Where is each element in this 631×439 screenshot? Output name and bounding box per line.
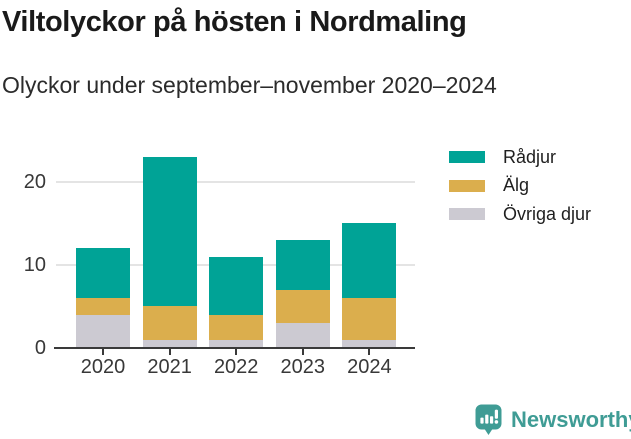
x-tick-label-2024: 2024 [347,356,392,378]
bar-segment-2023--vriga-djur [275,323,330,348]
chart-subtitle: Olyckor under september–november 2020–20… [2,72,497,98]
legend-swatch-radjur [449,151,485,163]
legend: Rådjur Älg Övriga djur [449,146,591,225]
bar-segment-2024--lg [342,298,397,340]
bar-segment-2023-r-djur [275,239,330,290]
x-tick-2023 [301,349,304,355]
bar-segment-2020--vriga-djur [76,314,130,348]
bar-segment-2024--vriga-djur [342,339,397,348]
bar-segment-2024-r-djur [342,223,397,299]
x-tick-2020 [102,349,104,355]
legend-item-alg: Älg [449,175,591,197]
legend-swatch-ovriga-djur [449,208,485,220]
legend-swatch-alg [449,179,485,192]
x-tick-label-2021: 2021 [147,356,192,378]
bar-segment-2020--lg [76,298,130,315]
legend-label-ovriga-djur: Övriga djur [503,203,592,224]
legend-item-radjur: Rådjur [449,146,591,168]
plot-area [56,140,415,348]
x-axis-line [54,347,415,349]
bar-segment-2021--lg [142,306,197,340]
bar-segment-2021--vriga-djur [142,339,197,348]
x-tick-2024 [368,349,371,355]
x-tick-2021 [168,349,171,355]
bar-segment-2021-r-djur [142,156,197,307]
bar-segment-2023--lg [275,289,330,324]
newsworthy-logo-icon [475,404,502,435]
brand-footer[interactable]: Newsworthy [475,404,631,436]
bar-segment-2020-r-djur [76,248,130,299]
legend-label-radjur: Rådjur [503,146,557,167]
legend-label-alg: Älg [503,175,530,195]
bar-segment-2022-r-djur [209,256,264,315]
bar-segment-2022--lg [209,314,264,340]
legend-item-ovriga-djur: Övriga djur [449,203,591,225]
x-tick-label-2022: 2022 [213,356,259,378]
y-tick-label-10: 10 [23,253,46,276]
x-tick-label-2020: 2020 [80,356,126,378]
x-tick-2022 [235,349,238,355]
brand-name: Newsworthy [511,407,631,432]
gridline-20 [56,180,415,183]
chart-title: Viltolyckor på hösten i Nordmaling [2,6,467,38]
y-tick-label-0: 0 [34,337,46,359]
y-tick-label-20: 20 [23,170,46,193]
x-tick-label-2023: 2023 [280,356,326,378]
bar-segment-2022--vriga-djur [209,339,264,348]
